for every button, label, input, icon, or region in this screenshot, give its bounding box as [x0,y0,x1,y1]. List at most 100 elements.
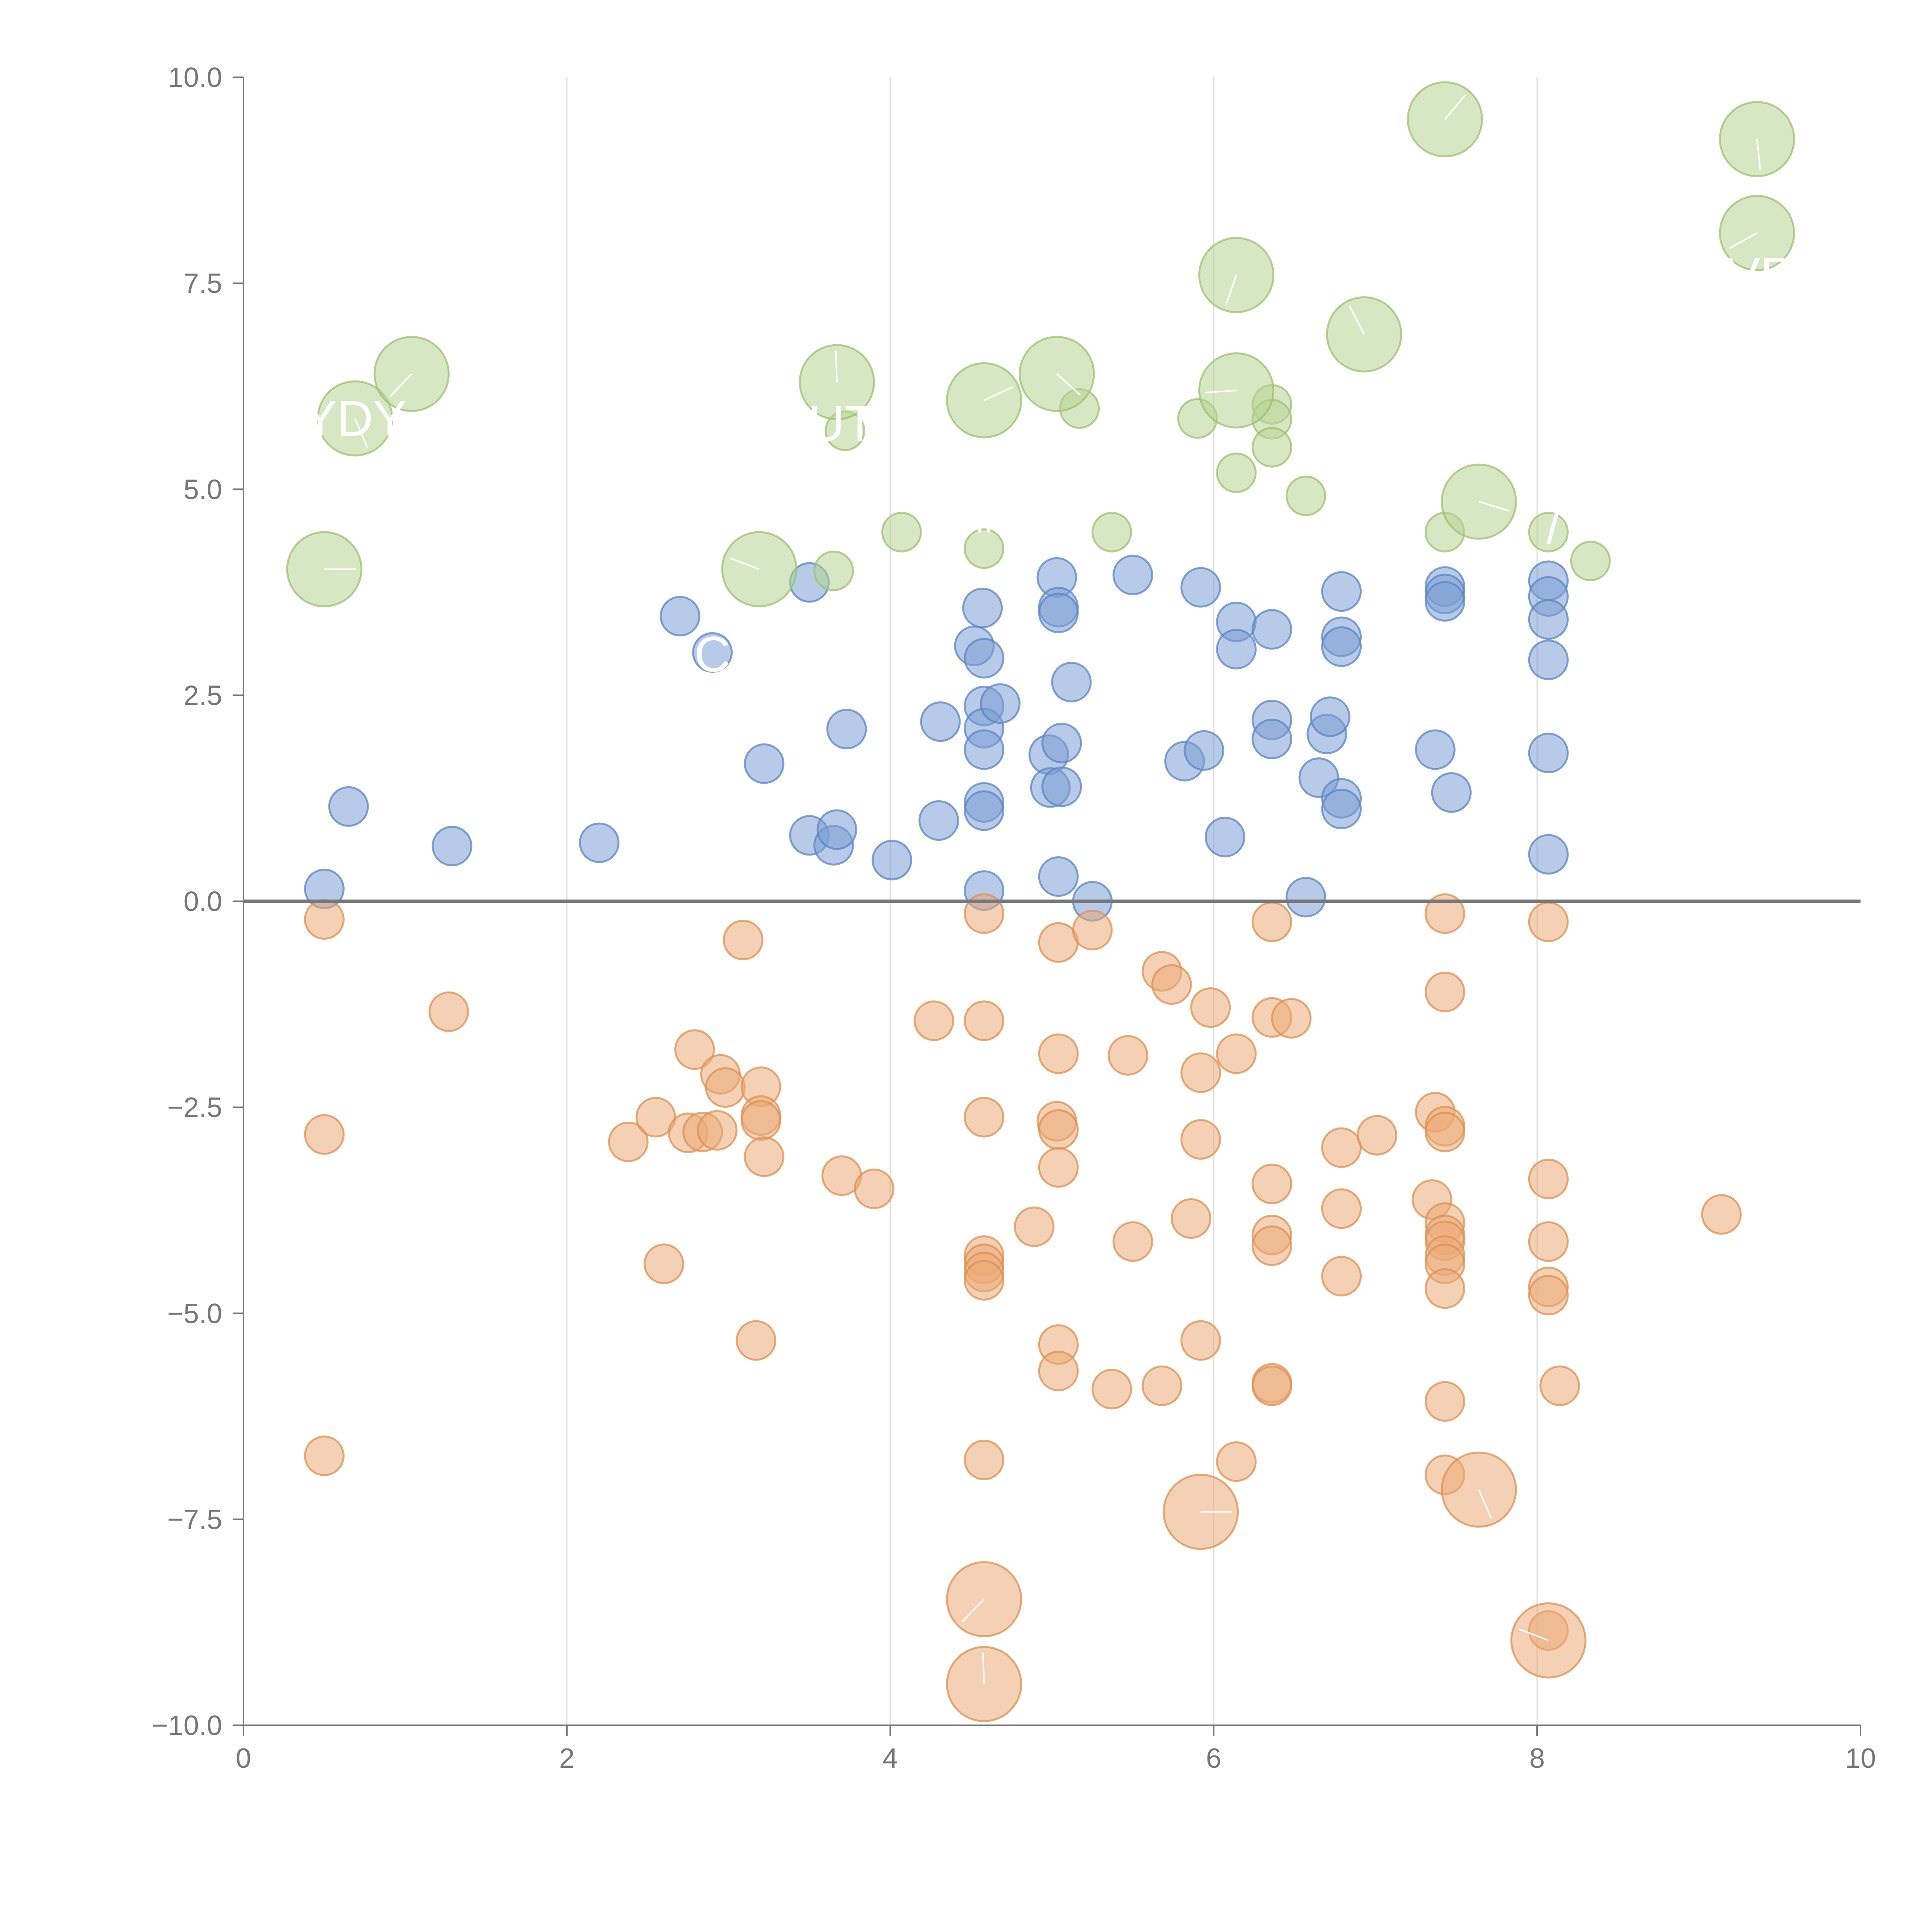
blue-small-point-39 [1204,816,1245,857]
green-leader-line-13 [1729,232,1758,249]
green-small-point-3 [964,528,1005,569]
green-small-point-0 [813,550,854,591]
blue-small-point-57 [1424,581,1465,622]
orange-small-point-34 [1038,1109,1079,1150]
blue-small-point-17 [964,638,1005,679]
x-tick-label-2: 4 [883,1743,898,1774]
orange-small-point-3 [428,991,469,1032]
blue-small-point-16 [962,587,1003,628]
bubble-annotation-2: UT [808,395,875,452]
blue-small-point-58 [1431,772,1472,813]
green-leader-line-10 [1444,94,1466,120]
blue-small-point-14 [920,701,961,742]
blue-small-point-54 [1415,729,1456,770]
green-leader-line-2 [389,373,412,397]
blue-small-point-3 [579,822,620,863]
blue-small-point-38 [1184,730,1225,771]
bubble-annotation-3: " [975,510,993,567]
orange-small-point-13 [723,920,764,961]
green-leader-line-7 [1225,275,1237,305]
orange-small-point-58 [1252,1365,1293,1406]
blue-small-point-62 [1528,639,1569,680]
orange-small-point-33 [1038,1033,1079,1074]
blue-small-point-20 [964,729,1005,770]
green-small-point-13 [1528,512,1569,553]
orange-small-point-60 [1321,1127,1362,1168]
green-leader-line-8 [1205,389,1236,394]
orange-small-point-76 [1424,1381,1465,1422]
orange-small-point-21 [913,1000,954,1041]
blue-small-point-10 [816,809,857,850]
orange-small-point-22 [964,893,1005,934]
y-tick-label-8: 10.0 [168,62,222,93]
orange-small-point-52 [1252,901,1293,942]
orange-small-point-35 [1038,1147,1079,1188]
green-small-point-14 [1570,541,1611,582]
orange-small-point-82 [1528,1275,1569,1316]
blue-small-point-33 [1051,662,1092,702]
orange-small-point-17 [740,1100,781,1141]
orange-small-point-75 [1424,1268,1465,1309]
y-tick-label-4: 0.0 [184,886,222,917]
y-tick-label-0: −10.0 [152,1710,222,1741]
orange-small-point-37 [1038,1350,1079,1391]
blue-small-point-32 [1038,856,1079,897]
orange-small-point-30 [1014,1206,1054,1247]
blue-small-point-64 [1528,834,1569,875]
y-tick-label-1: −7.5 [167,1504,222,1535]
orange-small-point-0 [304,899,345,940]
y-tick-label-6: 5.0 [184,474,222,505]
orange-small-point-41 [1112,1221,1153,1262]
orange-small-point-2 [304,1435,345,1476]
orange-small-point-62 [1321,1256,1362,1297]
blue-small-point-31 [1041,766,1082,807]
bubble-annotation-0: YDY [303,390,406,447]
y-tick-label-7: 7.5 [184,268,222,299]
blue-small-point-53 [1321,789,1362,830]
orange-small-point-80 [1528,1221,1569,1262]
blue-small-point-30 [1041,723,1082,764]
orange-small-point-24 [964,1097,1005,1138]
green-small-point-7 [1216,452,1257,493]
green-leader-line-11 [1478,501,1509,512]
orange-small-point-14 [736,1320,777,1361]
axis-layer: −10.0 −7.5 −5.0 −2.5 0.0 2.5 5.0 7.5 10.0 0 2 4 6 8 10 [152,62,1876,1774]
blue-small-point-5 [692,632,733,673]
x-tick-label-5: 10 [1845,1743,1876,1774]
orange-small-point-12 [705,1067,746,1108]
y-tick-label-3: −2.5 [167,1092,222,1123]
green-leader-line-1 [354,418,368,448]
orange-small-point-39 [1091,1369,1132,1410]
orange-leader-line-1 [1478,1489,1492,1519]
orange-small-point-69 [1424,1112,1465,1153]
orange-small-point-29 [964,1439,1005,1480]
orange-small-point-48 [1180,1320,1221,1361]
orange-small-point-79 [1528,1158,1569,1199]
orange-small-point-84 [1539,1365,1580,1406]
x-tick-label-4: 8 [1529,1743,1545,1774]
green-small-point-11 [1286,475,1327,516]
blue-small-point-45 [1286,877,1327,918]
blue-small-point-2 [432,826,473,867]
blue-small-point-49 [1321,571,1362,612]
label-layer: YDY C UT " " / VP [303,94,1794,1684]
orange-small-point-10 [697,1110,738,1151]
blue-small-point-6 [744,743,785,784]
bubble-annotation-4: " [975,1532,993,1589]
orange-small-point-5 [635,1097,676,1138]
blue-small-point-61 [1528,599,1569,640]
orange-small-point-28 [964,1260,1005,1301]
blue-small-point-63 [1528,733,1569,774]
orange-small-point-40 [1107,1035,1148,1076]
blue-small-point-12 [871,840,912,881]
orange-small-point-54 [1252,1163,1293,1204]
green-large-point-3 [721,531,798,607]
orange-small-point-46 [1180,1052,1221,1093]
blue-small-point-42 [1252,609,1293,650]
orange-small-point-67 [1424,971,1465,1012]
blue-small-point-4 [660,596,701,637]
bubble-layer [286,81,1795,1722]
orange-small-point-50 [1216,1033,1257,1074]
orange-small-point-8 [674,1029,715,1070]
